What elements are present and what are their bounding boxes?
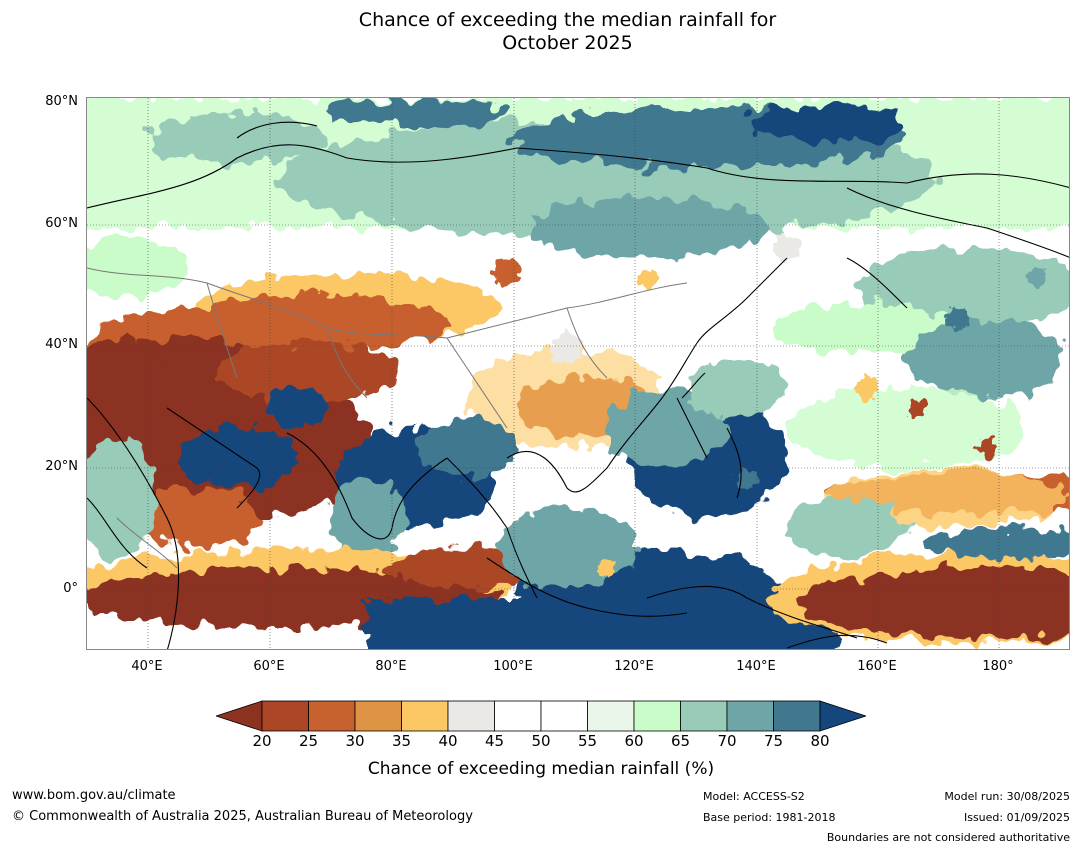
colorbar-tick-label: 65: [670, 732, 691, 750]
colorbar-tick-label: 35: [391, 732, 412, 750]
map-title: Chance of exceeding the median rainfall …: [0, 9, 1081, 55]
lat-label-60n: 60°N: [45, 216, 78, 231]
rainfall-speckle: [493, 234, 1047, 578]
colorbar-tick-label: 50: [531, 732, 551, 750]
footer-issued: Issued: 01/09/2025: [963, 811, 1070, 824]
colorbar-segment: [726, 700, 774, 732]
rainfall-map: [86, 97, 1070, 650]
footer-disclaimer: Boundaries are not considered authoritat…: [826, 831, 1070, 844]
graticule: [87, 98, 1069, 649]
lon-label-120e: 120°E: [614, 659, 654, 674]
colorbar-tick-label: 75: [763, 732, 784, 750]
lon-label-80e: 80°E: [375, 659, 407, 674]
rainfall-field: [87, 98, 1069, 649]
title-line-1: Chance of exceeding the median rainfall …: [358, 9, 777, 31]
lon-label-40e: 40°E: [131, 659, 163, 674]
lon-label-160e: 160°E: [857, 659, 897, 674]
colorbar-segment: [354, 700, 402, 732]
colorbar-extend-high: [819, 700, 866, 732]
lon-label-140e: 140°E: [736, 659, 776, 674]
colorbar-tick-label: 30: [345, 732, 365, 750]
colorbar-segment: [401, 700, 449, 732]
borders: [87, 267, 688, 569]
footer-model: Model: ACCESS-S2: [703, 790, 805, 803]
map-canvas: [87, 98, 1069, 649]
colorbar-tick-label: 70: [717, 732, 737, 750]
colorbar-segment: [447, 700, 495, 732]
colorbar: [216, 700, 866, 732]
footer-copyright: © Commonwealth of Australia 2025, Austra…: [12, 809, 473, 824]
colorbar-extend-low: [216, 700, 263, 732]
colorbar-segment: [540, 700, 588, 732]
colorbar-tick-label: 60: [624, 732, 644, 750]
colorbar-segment: [680, 700, 728, 732]
footer-url[interactable]: www.bom.gov.au/climate: [12, 788, 176, 803]
colorbar-segment: [308, 700, 356, 732]
colorbar-label: Chance of exceeding median rainfall (%): [367, 759, 715, 779]
lon-label-180: 180°: [982, 659, 1014, 674]
colorbar-tick-label: 55: [577, 732, 598, 750]
lon-label-60e: 60°E: [253, 659, 285, 674]
lat-label-40n: 40°N: [45, 337, 78, 352]
lat-label-20n: 20°N: [45, 459, 78, 474]
colorbar-tick-label: 25: [298, 732, 319, 750]
colorbar-segment: [261, 700, 309, 732]
colorbar-tick-label: 80: [810, 732, 830, 750]
title-line-2: October 2025: [502, 32, 633, 54]
coastlines: [87, 121, 1069, 649]
colorbar-tick-label: 20: [252, 732, 272, 750]
footer-base-period: Base period: 1981-2018: [703, 811, 836, 824]
colorbar-segment: [773, 700, 821, 732]
colorbar-segment: [494, 700, 542, 732]
lon-label-100e: 100°E: [493, 659, 533, 674]
footer-model-run: Model run: 30/08/2025: [944, 790, 1070, 803]
colorbar-segment: [587, 700, 635, 732]
colorbar-tick-label: 40: [438, 732, 458, 750]
colorbar-tick-label: 45: [484, 732, 505, 750]
lat-label-0: 0°: [63, 581, 78, 596]
colorbar-segment: [633, 700, 681, 732]
lat-label-80n: 80°N: [45, 94, 78, 109]
